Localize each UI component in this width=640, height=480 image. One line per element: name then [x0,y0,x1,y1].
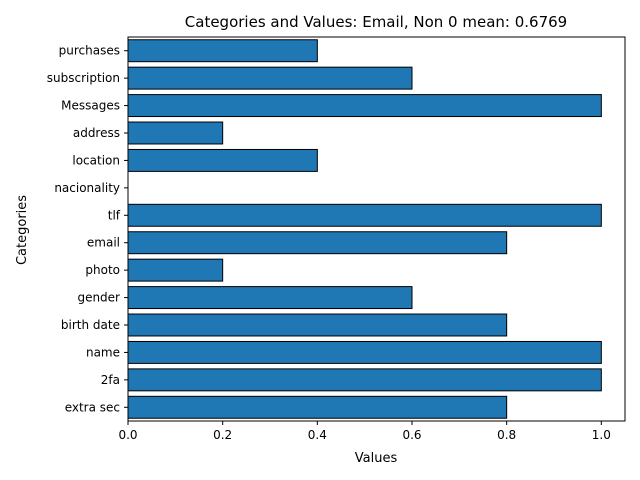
y-tick-label: name [86,345,120,359]
y-ticks-group: extra sec 2fa name birth date gender photo ema… [47,44,128,414]
bar-location [127,148,318,172]
bar-extra-sec [127,395,508,419]
x-tick-label: 0.2 [213,428,232,442]
x-tick-label: 0.0 [118,428,137,442]
x-tick-label: 0.6 [402,428,421,442]
y-tick-label: photo [85,263,120,277]
chart-title: Categories and Values: Email, Non 0 mean… [185,13,567,31]
y-tick-label: tlf [108,208,121,222]
x-tick-label: 1.0 [592,428,611,442]
bar-messages [127,94,602,118]
plot-frame [127,36,626,422]
y-tick-label: purchases [59,44,120,58]
y-tick-label: extra sec [65,400,120,414]
bar-address [127,121,224,145]
bar-email [127,231,508,255]
bar-birth-date [127,313,508,337]
y-tick-label: Messages [61,99,120,113]
bar-2fa [127,368,602,392]
x-axis-label: Values [355,451,398,466]
y-tick-label: gender [77,291,120,305]
bar-photo [127,258,224,282]
y-tick-label: 2fa [101,373,120,387]
x-tick-label: 0.8 [497,428,516,442]
y-tick-label: birth date [61,318,120,332]
x-tick-label: 0.4 [308,428,327,442]
y-tick-label: email [87,236,120,250]
y-tick-label: subscription [47,71,120,85]
bar-subscription [127,66,413,90]
bar-name [127,340,602,364]
bars-group [127,39,602,419]
x-ticks-group: 0.0 0.2 0.4 0.6 0.8 1.0 [118,421,611,442]
bar-tlf [127,203,602,227]
y-tick-label: location [72,153,120,167]
bar-gender [127,286,413,310]
y-tick-label: address [73,126,120,140]
bar-purchases [127,39,318,63]
y-axis-label: Categories [15,195,30,265]
y-tick-label: nacionality [54,181,120,195]
